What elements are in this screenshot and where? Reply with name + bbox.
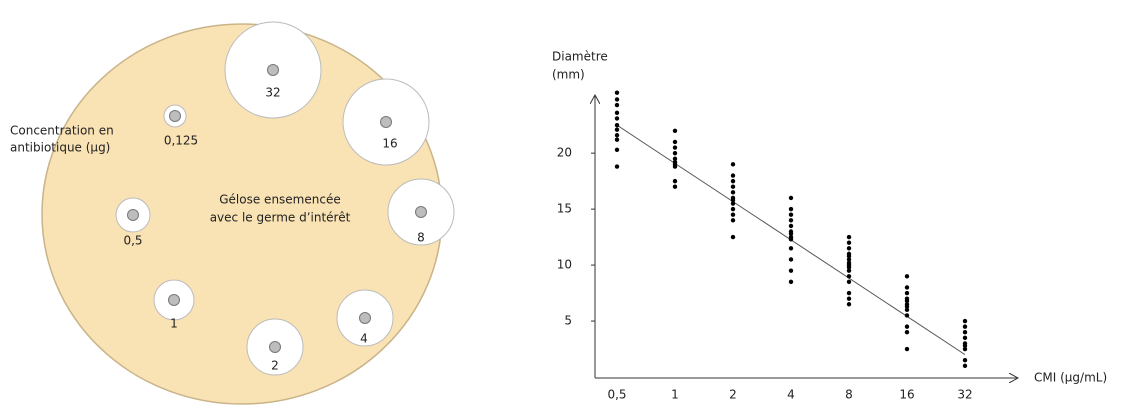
point	[673, 164, 677, 168]
point	[673, 151, 677, 155]
point	[731, 162, 735, 166]
point	[673, 145, 677, 149]
point	[615, 164, 619, 168]
disk-label: 4	[360, 332, 368, 346]
point	[731, 235, 735, 239]
x-tick-label: 8	[845, 388, 853, 402]
point	[731, 218, 735, 222]
disk-label: 16	[382, 137, 397, 151]
point	[731, 201, 735, 205]
point	[847, 268, 851, 272]
point	[963, 358, 967, 362]
point	[905, 330, 909, 334]
point	[905, 308, 909, 312]
x-tick-label: 2	[729, 388, 737, 402]
point	[673, 140, 677, 144]
point	[789, 237, 793, 241]
antibiotic-disk	[268, 65, 279, 76]
antibiotic-disk	[416, 207, 427, 218]
x-tick-label: 4	[787, 388, 795, 402]
point	[963, 336, 967, 340]
point	[963, 324, 967, 328]
x-tick-label: 0,5	[607, 388, 626, 402]
point	[615, 111, 619, 115]
x-tick-label: 32	[957, 388, 972, 402]
point	[789, 213, 793, 217]
point	[615, 133, 619, 137]
point	[905, 274, 909, 278]
point	[847, 274, 851, 278]
point	[615, 123, 619, 127]
scatter: 5 10 15 20 0,5 1 2 4 8 16 32	[557, 91, 973, 402]
antibiotic-disk	[381, 117, 392, 128]
concentration-label: Concentration en	[10, 124, 114, 138]
antibiotic-disk	[170, 111, 181, 122]
point	[673, 185, 677, 189]
point	[789, 207, 793, 211]
point	[963, 330, 967, 334]
point	[673, 129, 677, 133]
y-tick-label: 10	[557, 258, 572, 272]
figure: 32 16 8 4 2 1 0,5 0,125 Concentration en antibi…	[0, 0, 1127, 405]
y-tick-label: 5	[564, 314, 572, 328]
point	[615, 127, 619, 131]
point	[731, 213, 735, 217]
point	[789, 268, 793, 272]
disk-label: 8	[417, 231, 425, 245]
point	[789, 196, 793, 200]
disk-label: 1	[170, 317, 178, 331]
point	[963, 319, 967, 323]
point	[847, 296, 851, 300]
x-axis-label: CMI (µg/mL)	[1034, 371, 1107, 385]
agar-label: Gélose ensemencée	[219, 193, 340, 207]
point	[847, 246, 851, 250]
antibiotic-disk	[360, 313, 371, 324]
disk-label: 0,5	[123, 234, 142, 248]
concentration-label: antibiotique (µg)	[10, 141, 110, 155]
point	[905, 347, 909, 351]
point	[615, 97, 619, 101]
point	[789, 257, 793, 261]
point	[963, 347, 967, 351]
point	[731, 190, 735, 194]
point	[731, 173, 735, 177]
y-axis-label: (mm)	[552, 68, 585, 82]
point	[673, 179, 677, 183]
x-tick-label: 1	[671, 388, 679, 402]
y-axis-label: Diamètre	[552, 50, 608, 64]
point	[847, 280, 851, 284]
point	[731, 185, 735, 189]
x-tick-label: 16	[899, 388, 914, 402]
point	[847, 240, 851, 244]
point	[789, 218, 793, 222]
disk-label: 32	[265, 86, 280, 100]
antibiotic-disk	[128, 210, 139, 221]
point	[615, 91, 619, 95]
disk-label: 0,125	[164, 134, 198, 148]
y-tick-label: 20	[557, 146, 572, 160]
antibiotic-disk	[270, 342, 281, 353]
point	[789, 224, 793, 228]
point	[615, 148, 619, 152]
point	[905, 313, 909, 317]
agar-label: avec le germe d’intérêt	[210, 211, 351, 225]
disk-label: 2	[271, 359, 279, 373]
point	[847, 302, 851, 306]
point	[905, 285, 909, 289]
y-tick-label: 15	[557, 202, 572, 216]
point	[789, 246, 793, 250]
point	[905, 291, 909, 295]
point	[731, 207, 735, 211]
antibiotic-disk	[169, 295, 180, 306]
point	[615, 138, 619, 142]
point	[789, 280, 793, 284]
point	[615, 116, 619, 120]
point	[963, 364, 967, 368]
point	[847, 291, 851, 295]
point	[905, 324, 909, 328]
point	[731, 179, 735, 183]
point	[847, 235, 851, 239]
point	[615, 103, 619, 107]
